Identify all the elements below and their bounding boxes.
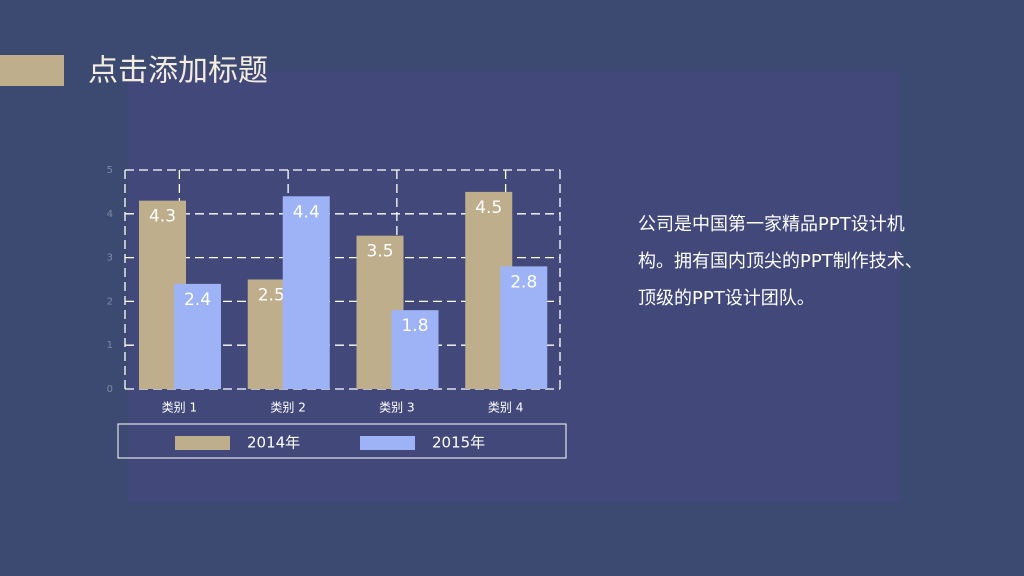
x-tick-label: 类别 4 bbox=[488, 401, 523, 415]
data-label: 1.8 bbox=[401, 316, 428, 336]
data-label: 4.4 bbox=[293, 202, 320, 222]
y-tick-label: 2 bbox=[107, 296, 113, 307]
legend-swatch bbox=[175, 436, 230, 450]
slide-title: 点击添加标题 bbox=[88, 54, 268, 89]
bar bbox=[500, 266, 548, 389]
data-label: 2.4 bbox=[184, 290, 211, 310]
legend-label: 2014年 bbox=[247, 434, 300, 452]
y-tick-label: 3 bbox=[107, 253, 113, 264]
data-label: 4.5 bbox=[475, 198, 502, 218]
bar bbox=[391, 310, 439, 389]
y-tick-label: 4 bbox=[107, 209, 113, 220]
data-label: 2.8 bbox=[510, 272, 537, 292]
y-tick-label: 5 bbox=[107, 165, 113, 176]
legend-label: 2015年 bbox=[432, 434, 485, 452]
y-tick-label: 1 bbox=[107, 340, 113, 351]
y-tick-label: 0 bbox=[107, 384, 113, 395]
x-tick-label: 类别 1 bbox=[162, 401, 197, 415]
description: 公司是中国第一家精品PPT设计机构。拥有国内顶尖的PPT制作技术、顶级的PPT设… bbox=[638, 214, 923, 309]
data-label: 3.5 bbox=[366, 242, 393, 262]
bar bbox=[282, 196, 330, 389]
x-tick-label: 类别 2 bbox=[270, 401, 305, 415]
data-label: 2.5 bbox=[258, 286, 285, 306]
title-bar bbox=[0, 55, 64, 86]
legend-box bbox=[117, 423, 567, 459]
data-label: 4.3 bbox=[149, 207, 176, 227]
legend-swatch bbox=[360, 436, 415, 450]
bar bbox=[174, 283, 221, 389]
x-tick-label: 类别 3 bbox=[379, 401, 414, 415]
